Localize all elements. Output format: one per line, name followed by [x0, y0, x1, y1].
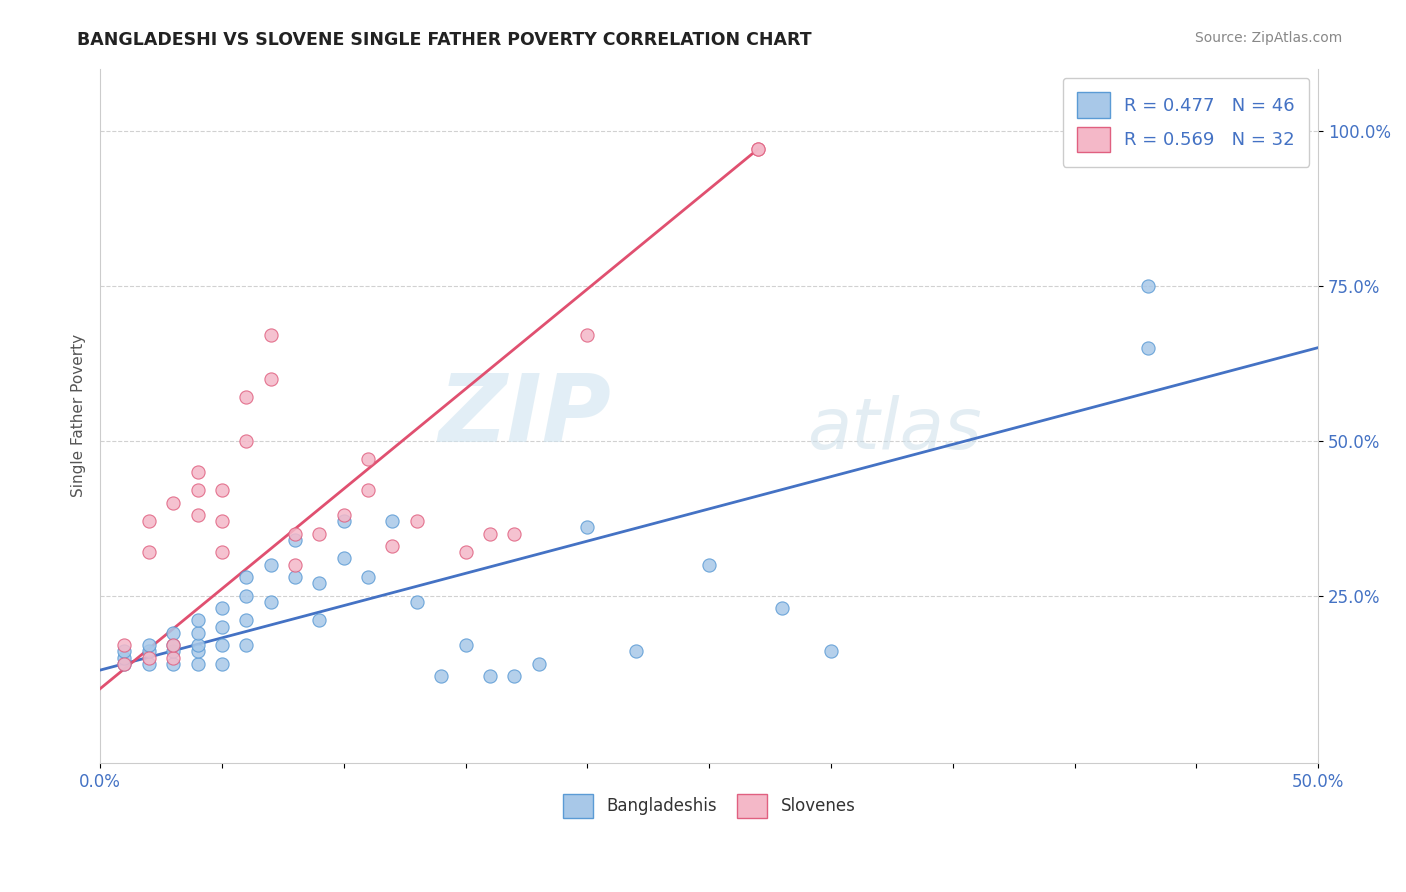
Point: [430, 669, 453, 683]
Point: [114, 644, 136, 658]
Point: [260, 558, 283, 572]
Point: [747, 142, 769, 156]
Point: [235, 614, 257, 628]
Point: [357, 452, 380, 467]
Point: [405, 595, 427, 609]
Point: [211, 514, 233, 528]
Point: [162, 638, 184, 652]
Point: [478, 669, 501, 683]
Point: [235, 390, 257, 404]
Point: [284, 558, 307, 572]
Point: [211, 483, 233, 498]
Point: [162, 650, 184, 665]
Point: [187, 465, 209, 479]
Point: [624, 644, 647, 658]
Point: [138, 514, 160, 528]
Point: [187, 638, 209, 652]
Point: [260, 595, 283, 609]
Point: [187, 614, 209, 628]
Point: [308, 614, 330, 628]
Point: [284, 570, 307, 584]
Point: [576, 520, 599, 534]
Point: [576, 328, 599, 343]
Point: [138, 650, 160, 665]
Point: [697, 558, 720, 572]
Legend: Bangladeshis, Slovenes: Bangladeshis, Slovenes: [557, 788, 862, 824]
Point: [235, 589, 257, 603]
Point: [405, 514, 427, 528]
Point: [381, 514, 404, 528]
Point: [503, 526, 526, 541]
Point: [260, 328, 283, 343]
Point: [138, 657, 160, 671]
Point: [162, 626, 184, 640]
Point: [187, 626, 209, 640]
Point: [211, 620, 233, 634]
Point: [211, 638, 233, 652]
Point: [211, 657, 233, 671]
Point: [138, 545, 160, 559]
Point: [162, 644, 184, 658]
Point: [260, 371, 283, 385]
Point: [187, 644, 209, 658]
Point: [235, 570, 257, 584]
Point: [235, 434, 257, 448]
Point: [138, 638, 160, 652]
Point: [211, 545, 233, 559]
Point: [747, 142, 769, 156]
Point: [332, 508, 354, 522]
Point: [138, 644, 160, 658]
Point: [284, 533, 307, 547]
Point: [162, 496, 184, 510]
Point: [162, 657, 184, 671]
Point: [357, 570, 380, 584]
Point: [1136, 341, 1159, 355]
Point: [1136, 278, 1159, 293]
Point: [114, 657, 136, 671]
Point: [454, 638, 477, 652]
Point: [114, 638, 136, 652]
Point: [114, 650, 136, 665]
Point: [503, 669, 526, 683]
Point: [114, 657, 136, 671]
Point: [332, 514, 354, 528]
Point: [308, 526, 330, 541]
Point: [332, 551, 354, 566]
Point: [770, 601, 793, 615]
Point: [308, 576, 330, 591]
Point: [187, 657, 209, 671]
Point: [235, 638, 257, 652]
Point: [187, 508, 209, 522]
Point: [527, 657, 550, 671]
Text: BANGLADESHI VS SLOVENE SINGLE FATHER POVERTY CORRELATION CHART: BANGLADESHI VS SLOVENE SINGLE FATHER POV…: [77, 31, 811, 49]
Point: [357, 483, 380, 498]
Point: [478, 526, 501, 541]
Point: [381, 539, 404, 553]
Point: [187, 483, 209, 498]
Point: [820, 644, 842, 658]
Point: [454, 545, 477, 559]
Y-axis label: Single Father Poverty: Single Father Poverty: [72, 334, 86, 498]
Point: [162, 638, 184, 652]
Text: Source: ZipAtlas.com: Source: ZipAtlas.com: [1195, 31, 1343, 45]
Point: [211, 601, 233, 615]
Point: [284, 526, 307, 541]
Text: ZIP: ZIP: [439, 370, 612, 462]
Text: atlas: atlas: [807, 395, 981, 464]
